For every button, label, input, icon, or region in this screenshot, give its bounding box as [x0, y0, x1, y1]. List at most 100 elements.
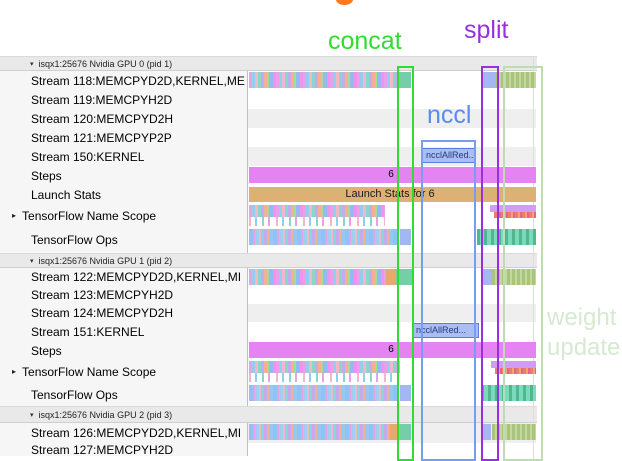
split-event-bar[interactable] — [481, 72, 496, 88]
memcpy-event-bar[interactable] — [386, 269, 396, 285]
timeline-row-s127: Stream 127:MEMCPYH2D — [0, 443, 622, 456]
timeline-row-tfops1: TensorFlow Ops — [0, 383, 622, 406]
split-event-bar[interactable] — [482, 269, 492, 285]
row-outside-area — [536, 90, 622, 109]
row-label-tfns0[interactable]: ▸ TensorFlow Name Scope — [0, 204, 248, 227]
row-track-s124 — [248, 304, 536, 322]
timeline-row-s123: Stream 123:MEMCPYH2D — [0, 286, 622, 304]
section-header-gpu0[interactable]: ▾ isqx1:25676 Nvidia GPU 0 (pid 1) — [0, 56, 537, 71]
row-track-s119 — [248, 90, 536, 109]
timeline-row-s121: Stream 121:MEMCPYP2P — [0, 128, 622, 147]
row-track-s121 — [248, 128, 536, 147]
name-scope-child-events[interactable] — [249, 373, 400, 382]
annotation-weight-update-box — [503, 66, 543, 461]
row-label-text: Steps — [31, 168, 62, 183]
memcpy-event-bar[interactable] — [390, 424, 400, 440]
timeline-row-s122: Stream 122:MEMCPYD2D,KERNEL,MI — [0, 268, 622, 286]
row-label-text: Stream 122:MEMCPYD2D,KERNEL,MI — [31, 270, 242, 284]
steps-bar[interactable] — [249, 167, 536, 183]
row-label-s150: Stream 150:KERNEL — [0, 147, 248, 166]
row-track-s123 — [248, 286, 536, 304]
steps-bar[interactable] — [249, 342, 536, 358]
collapse-arrow-icon: ▾ — [30, 257, 34, 265]
section-header-gpu1[interactable]: ▾ isqx1:25676 Nvidia GPU 1 (pid 2) — [0, 253, 537, 268]
timeline-gridline — [533, 56, 534, 461]
split-event-bar[interactable] — [481, 424, 491, 440]
row-outside-area — [536, 443, 622, 456]
cropped-orange-text-fragment — [336, 0, 353, 5]
section-header-text: isqx1:25676 Nvidia GPU 2 (pid 3) — [38, 409, 173, 420]
tf-ops-events-bar[interactable] — [249, 385, 398, 401]
annotation-weight-update-label: weight update — [547, 303, 620, 363]
concat-event-bar[interactable] — [396, 269, 412, 285]
tf-ops-split-bar[interactable] — [400, 229, 411, 245]
row-label-tfns1[interactable]: ▸ TensorFlow Name Scope — [0, 360, 248, 383]
tf-ops-weight-update-bar[interactable] — [477, 229, 536, 245]
steps-count-label: 6 — [388, 169, 394, 180]
row-label-s122: Stream 122:MEMCPYD2D,KERNEL,MI — [0, 268, 248, 286]
row-outside-area — [536, 166, 622, 185]
row-label-s151: Stream 151:KERNEL — [0, 322, 248, 341]
kernel-events-bar[interactable] — [249, 424, 391, 440]
steps-count-label: 6 — [388, 344, 394, 355]
name-scope-right-child-events[interactable] — [494, 212, 536, 218]
tf-ops-weight-update-bar[interactable] — [481, 385, 536, 401]
section-header-text: isqx1:25676 Nvidia GPU 1 (pid 2) — [38, 255, 173, 266]
row-label-text: Stream 118:MEMCPYD2D,KERNEL,ME — [31, 73, 245, 88]
timeline-row-launch0: Launch Stats Launch Stats for 6 — [0, 185, 622, 204]
timeline-row-s120: Stream 120:MEMCPYD2H — [0, 109, 622, 128]
concat-event-bar[interactable] — [398, 72, 411, 88]
kernel-events-bar[interactable] — [249, 72, 398, 88]
annotation-concat-label: concat — [328, 27, 402, 55]
section-header-text: isqx1:25676 Nvidia GPU 0 (pid 1) — [38, 58, 173, 69]
row-label-s119: Stream 119:MEMCPYH2D — [0, 90, 248, 109]
row-track-s120 — [248, 109, 536, 128]
kernel-events-bar[interactable] — [249, 269, 386, 285]
name-scope-right-bar[interactable] — [490, 205, 536, 212]
nccl-allreduce-bar[interactable]: ncclAllRed... — [412, 323, 479, 338]
timeline-row-s151: Stream 151:KERNEL ncclAllRed... — [0, 322, 622, 341]
row-outside-area — [536, 128, 622, 147]
row-label-s126: Stream 126:MEMCPYD2D,KERNEL,MI — [0, 423, 248, 443]
tf-ops-split-bar[interactable] — [400, 385, 411, 401]
name-scope-events-bar[interactable] — [249, 361, 400, 373]
name-scope-right-child-events[interactable] — [495, 368, 536, 374]
annotation-split-label: split — [464, 16, 509, 44]
row-label-steps1: Steps — [0, 341, 248, 360]
section-header-gpu2[interactable]: ▾ isqx1:25676 Nvidia GPU 2 (pid 3) — [0, 406, 537, 423]
row-outside-area — [536, 147, 622, 166]
row-label-s123: Stream 123:MEMCPYH2D — [0, 286, 248, 304]
row-track-s118 — [248, 71, 536, 90]
row-track-steps0: 6 — [248, 166, 536, 185]
annotation-split-box — [481, 66, 499, 461]
row-label-s118: Stream 118:MEMCPYD2D,KERNEL,ME — [0, 71, 248, 90]
name-scope-events-bar[interactable] — [249, 205, 385, 217]
row-label-text: Stream 150:KERNEL — [31, 149, 145, 164]
row-outside-area — [536, 341, 622, 360]
launch-stats-bar[interactable] — [249, 187, 536, 202]
row-label-text: TensorFlow Name Scope — [22, 364, 157, 379]
expand-arrow-icon[interactable]: ▸ — [12, 367, 17, 376]
name-scope-child-events[interactable] — [249, 217, 385, 226]
annotation-weight-line2: update — [547, 334, 621, 361]
row-label-text: Stream 151:KERNEL — [31, 324, 145, 339]
collapse-arrow-icon: ▾ — [30, 60, 34, 68]
weight-update-events-bar[interactable] — [496, 72, 536, 88]
expand-arrow-icon[interactable]: ▸ — [12, 211, 17, 220]
row-track-tfops0 — [248, 227, 536, 253]
row-outside-area — [536, 185, 622, 204]
row-label-s120: Stream 120:MEMCPYD2H — [0, 109, 248, 128]
tf-ops-events-bar[interactable] — [249, 229, 399, 245]
row-label-text: Stream 119:MEMCPYH2D — [31, 92, 173, 107]
row-label-text: Stream 120:MEMCPYD2H — [31, 111, 174, 126]
annotation-concat-box — [397, 66, 414, 461]
name-scope-right-bar[interactable] — [491, 361, 536, 368]
row-track-tfops1 — [248, 383, 536, 406]
row-outside-area — [536, 204, 622, 227]
row-label-s121: Stream 121:MEMCPYP2P — [0, 128, 248, 147]
timeline-row-s118: Stream 118:MEMCPYD2D,KERNEL,ME — [0, 71, 622, 90]
concat-event-bar[interactable] — [400, 424, 411, 440]
row-track-tfns0 — [248, 204, 536, 227]
row-label-text: Stream 127:MEMCPYH2D — [31, 443, 174, 456]
